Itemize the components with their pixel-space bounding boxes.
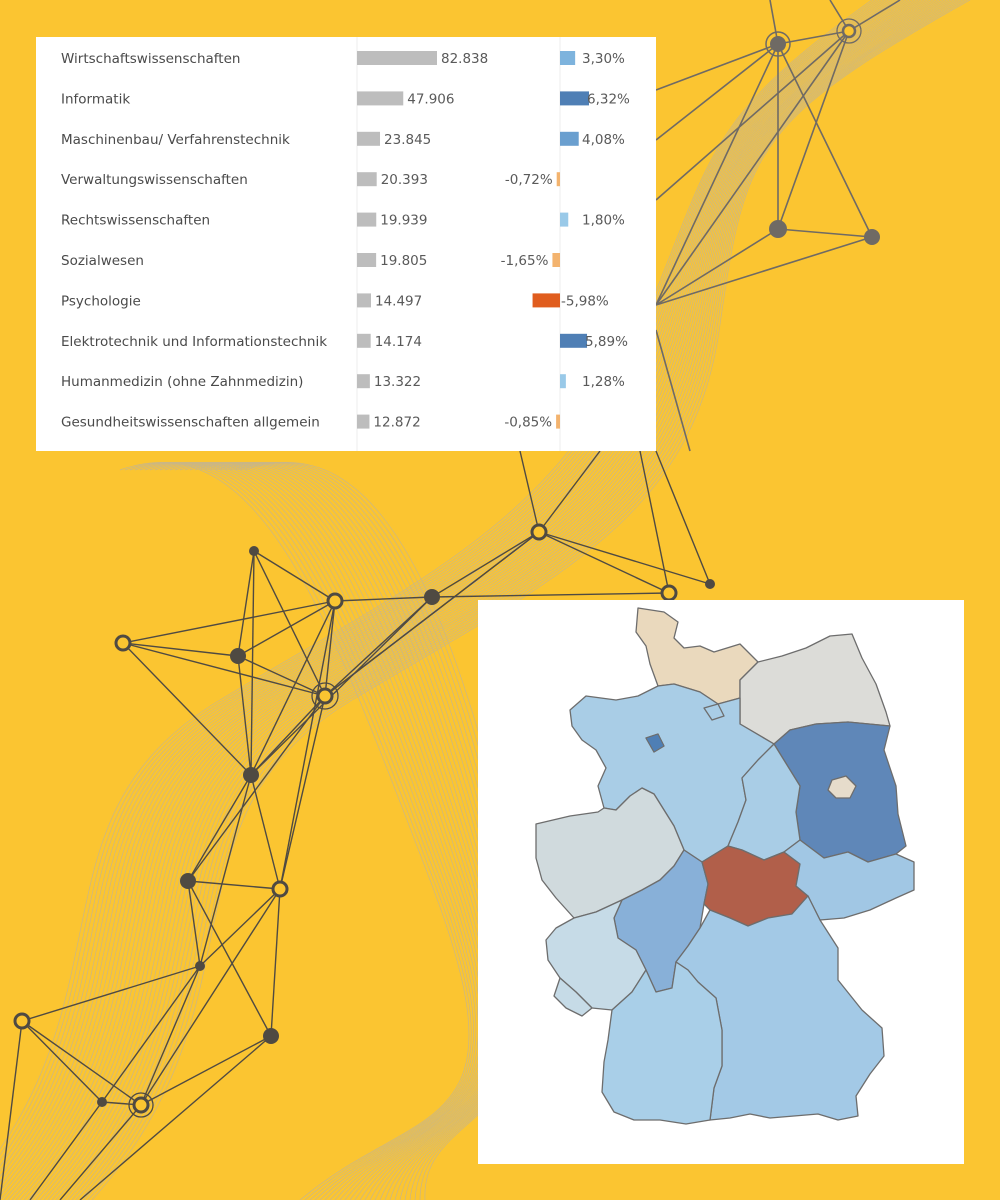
- value-label: 19.805: [380, 253, 427, 269]
- row-label: Psychologie: [61, 293, 141, 309]
- value-bar: [357, 253, 377, 267]
- value-label: 20.393: [381, 172, 428, 188]
- change-label: 1,28%: [582, 374, 625, 390]
- network-graph-decoration: [0, 450, 715, 1200]
- change-bar: [560, 212, 569, 227]
- change-label: -0,72%: [505, 172, 553, 188]
- value-label: 19.939: [380, 213, 427, 229]
- ranking-table-chart: Wirtschaftswissenschaften 82.838 3,30% Info…: [61, 37, 630, 451]
- map-lake-marker: [645, 733, 665, 753]
- change-bar: [560, 131, 579, 146]
- change-bar: [556, 414, 560, 429]
- change-bar: [552, 253, 560, 267]
- value-bar: [357, 91, 404, 106]
- change-label: -0,85%: [504, 415, 552, 431]
- germany-map-card: [478, 600, 964, 1164]
- row-label: Maschinenbau/ Verfahrenstechnik: [61, 132, 290, 148]
- row-label: Wirtschaftswissenschaften: [61, 51, 240, 67]
- table-row: Maschinenbau/ Verfahrenstechnik 23.845 4,0…: [61, 131, 625, 148]
- value-label: 14.174: [375, 334, 422, 350]
- change-label: -5,98%: [561, 293, 609, 309]
- map-region-sachsen: [783, 839, 915, 921]
- table-row: Humanmedizin (ohne Zahnmedizin) 13.322 1,2…: [61, 374, 625, 390]
- value-bar: [357, 293, 372, 308]
- value-bar: [357, 333, 371, 348]
- ranking-table-card: Wirtschaftswissenschaften 82.838 3,30% Info…: [36, 37, 656, 451]
- row-label: Gesundheitswissenschaften allgemein: [61, 415, 320, 431]
- map-region-saarland: [553, 977, 593, 1017]
- change-label: 5,89%: [585, 334, 628, 350]
- change-bar: [560, 374, 566, 389]
- network-graph-upper-decoration: [655, 0, 901, 452]
- table-row: Elektrotechnik und Informationstechnik 14…: [61, 333, 628, 350]
- change-bar: [556, 172, 560, 187]
- value-label: 23.845: [384, 132, 431, 148]
- value-label: 12.872: [373, 415, 420, 431]
- table-row: Rechtswissenschaften 19.939 1,80%: [61, 212, 625, 229]
- map-region-baden-wuerttemberg: [601, 961, 723, 1125]
- value-label: 47.906: [407, 91, 454, 107]
- value-label: 13.322: [374, 374, 421, 390]
- value-bar: [357, 172, 377, 187]
- row-label: Humanmedizin (ohne Zahnmedizin): [61, 374, 303, 390]
- value-label: 14.497: [375, 293, 422, 309]
- table-row: Wirtschaftswissenschaften 82.838 3,30%: [61, 51, 625, 67]
- value-bar: [357, 414, 370, 429]
- table-row: Verwaltungswissenschaften 20.393 -0,72%: [61, 172, 560, 188]
- table-row: Informatik 47.906 6,32%: [61, 91, 630, 107]
- change-bar: [560, 333, 588, 348]
- row-label: Elektrotechnik und Informationstechnik: [61, 334, 327, 350]
- row-label: Verwaltungswissenschaften: [61, 172, 248, 188]
- value-bar: [357, 212, 377, 227]
- map-region-hamburg: [703, 703, 725, 721]
- value-bar: [357, 374, 370, 389]
- change-label: 1,80%: [582, 213, 625, 229]
- value-label: 82.838: [441, 51, 488, 67]
- table-row: Gesundheitswissenschaften allgemein 12.87…: [61, 414, 560, 431]
- germany-choropleth-map: [535, 607, 915, 1125]
- map-region-berlin: [827, 775, 857, 799]
- change-label: 4,08%: [582, 132, 625, 148]
- table-row: Sozialwesen 19.805 -1,65%: [61, 253, 560, 269]
- row-label: Sozialwesen: [61, 253, 144, 269]
- change-label: 3,30%: [582, 51, 625, 67]
- change-label: -1,65%: [501, 253, 549, 269]
- change-bar: [532, 293, 560, 308]
- table-row: Psychologie 14.497 -5,98%: [61, 293, 609, 309]
- change-label: 6,32%: [587, 91, 630, 107]
- change-bar: [560, 91, 589, 106]
- row-label: Rechtswissenschaften: [61, 213, 210, 229]
- change-bar: [560, 51, 576, 65]
- value-bar: [357, 131, 381, 146]
- row-label: Informatik: [61, 91, 130, 107]
- value-bar: [357, 51, 437, 65]
